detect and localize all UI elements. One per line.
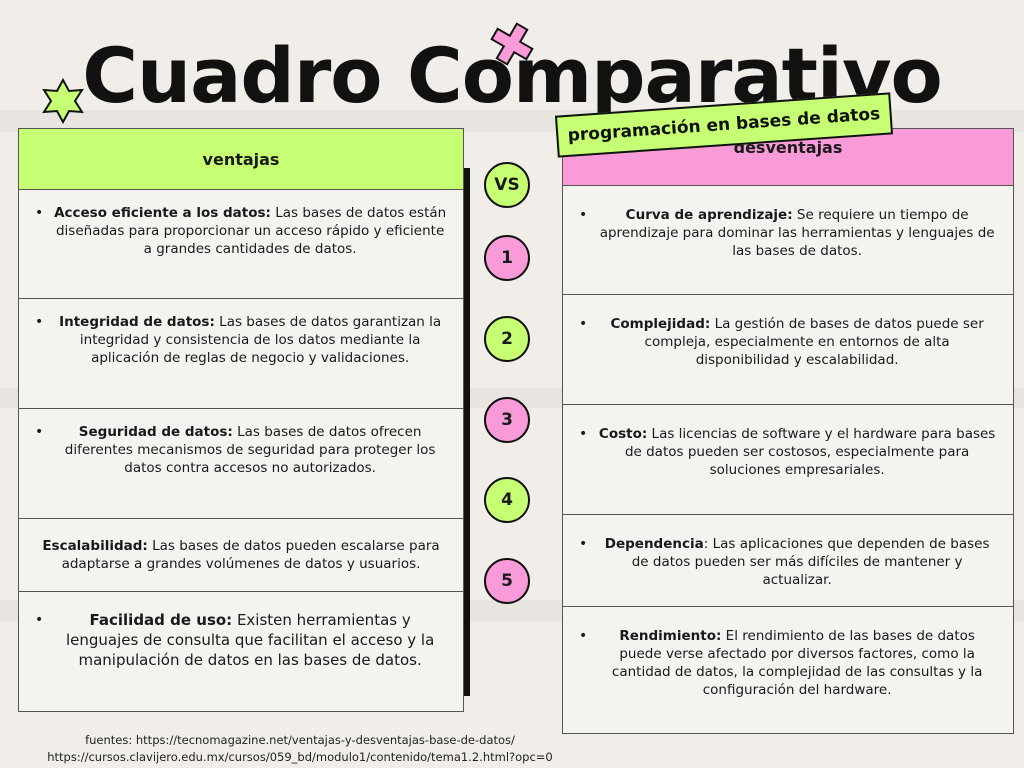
- desventaja-row: • Complejidad: La gestión de bases de da…: [563, 295, 1013, 405]
- ventaja-row: • Acceso eficiente a los datos: Las base…: [19, 190, 463, 299]
- sources: fuentes: https://tecnomagazine.net/venta…: [40, 732, 560, 766]
- ventaja-text: Facilidad de uso: Existen herramientas y…: [53, 610, 447, 670]
- bullet: •: [579, 316, 588, 332]
- desventajas-panel: desventajas • Curva de aprendizaje: Se r…: [562, 128, 1014, 734]
- source-line: fuentes: https://tecnomagazine.net/venta…: [85, 733, 515, 747]
- bullet: •: [35, 314, 44, 330]
- ventaja-text: Seguridad de datos: Las bases de datos o…: [53, 423, 447, 477]
- desventaja-description: El rendimiento de las bases de datos pue…: [611, 628, 983, 698]
- desventaja-row: • Dependencia: Las aplicaciones que depe…: [563, 515, 1013, 607]
- number-badge: 2: [484, 316, 530, 362]
- ventaja-description: Existen herramientas y lenguajes de cons…: [65, 611, 435, 669]
- desventaja-description: Las licencias de software y el hardware …: [624, 426, 996, 478]
- desventaja-text: Costo: Las licencias de software y el ha…: [597, 425, 997, 479]
- ventaja-description: Las bases de datos ofrecen diferentes me…: [64, 424, 436, 476]
- ventaja-text: Acceso eficiente a los datos: Las bases …: [53, 204, 447, 258]
- ventaja-term: Escalabilidad:: [42, 538, 148, 554]
- bullet: •: [579, 536, 588, 552]
- desventaja-term: Curva de aprendizaje:: [625, 207, 793, 223]
- desventaja-description: La gestión de bases de datos puede ser c…: [644, 316, 984, 368]
- bullet: •: [35, 205, 44, 221]
- desventaja-text: Complejidad: La gestión de bases de dato…: [597, 315, 997, 369]
- bullet: •: [579, 207, 588, 223]
- desventaja-row: • Curva de aprendizaje: Se requiere un t…: [563, 186, 1013, 295]
- green-star-icon: [42, 78, 84, 124]
- source-line: https://cursos.clavijero.edu.mx/cursos/0…: [47, 750, 553, 764]
- panel-shadow: [462, 168, 470, 696]
- bullet: •: [35, 612, 44, 628]
- ventaja-term: Acceso eficiente a los datos:: [54, 205, 271, 221]
- ventaja-description: Las bases de datos garantizan la integri…: [79, 314, 442, 366]
- ventajas-header-label: ventajas: [202, 149, 280, 169]
- desventaja-term: Complejidad:: [610, 316, 711, 332]
- ventaja-row: • Seguridad de datos: Las bases de datos…: [19, 409, 463, 519]
- vs-badge: VS: [484, 162, 530, 208]
- desventaja-description: Se requiere un tiempo de aprendizaje par…: [599, 207, 995, 259]
- ventajas-header: ventajas: [19, 129, 463, 190]
- desventaja-row: • Rendimiento: El rendimiento de las bas…: [563, 607, 1013, 733]
- pink-cross-icon: [490, 22, 534, 66]
- ventaja-description: Las bases de datos están diseñadas para …: [55, 205, 447, 257]
- number-badge: 3: [484, 397, 530, 443]
- number-badge: 1: [484, 235, 530, 281]
- ventaja-text: Integridad de datos: Las bases de datos …: [53, 313, 447, 367]
- ventaja-row: • Facilidad de uso: Existen herramientas…: [19, 592, 463, 710]
- ventaja-text: Escalabilidad: Las bases de datos pueden…: [35, 537, 447, 573]
- ventaja-description: Las bases de datos pueden escalarse para…: [61, 538, 440, 572]
- desventaja-term: Rendimiento:: [619, 628, 722, 644]
- desventaja-text: Curva de aprendizaje: Se requiere un tie…: [597, 206, 997, 260]
- desventaja-text: Rendimiento: El rendimiento de las bases…: [597, 627, 997, 699]
- ventaja-term: Integridad de datos:: [59, 314, 215, 330]
- bullet: •: [579, 628, 588, 644]
- desventaja-term: Dependencia: [604, 536, 704, 552]
- bullet: •: [579, 426, 588, 442]
- desventaja-term: Costo:: [598, 426, 648, 442]
- bullet: •: [35, 424, 44, 440]
- ventaja-row: • Integridad de datos: Las bases de dato…: [19, 299, 463, 409]
- ventaja-term: Seguridad de datos:: [78, 424, 233, 440]
- number-badge: 4: [484, 477, 530, 523]
- desventaja-description: : Las aplicaciones que dependen de bases…: [631, 536, 990, 588]
- ventaja-term: Facilidad de uso:: [89, 611, 233, 629]
- desventaja-text: Dependencia: Las aplicaciones que depend…: [597, 535, 997, 589]
- desventaja-row: • Costo: Las licencias de software y el …: [563, 405, 1013, 515]
- ventaja-row: Escalabilidad: Las bases de datos pueden…: [19, 519, 463, 592]
- number-badge: 5: [484, 558, 530, 604]
- ventajas-panel: ventajas • Acceso eficiente a los datos:…: [18, 128, 464, 712]
